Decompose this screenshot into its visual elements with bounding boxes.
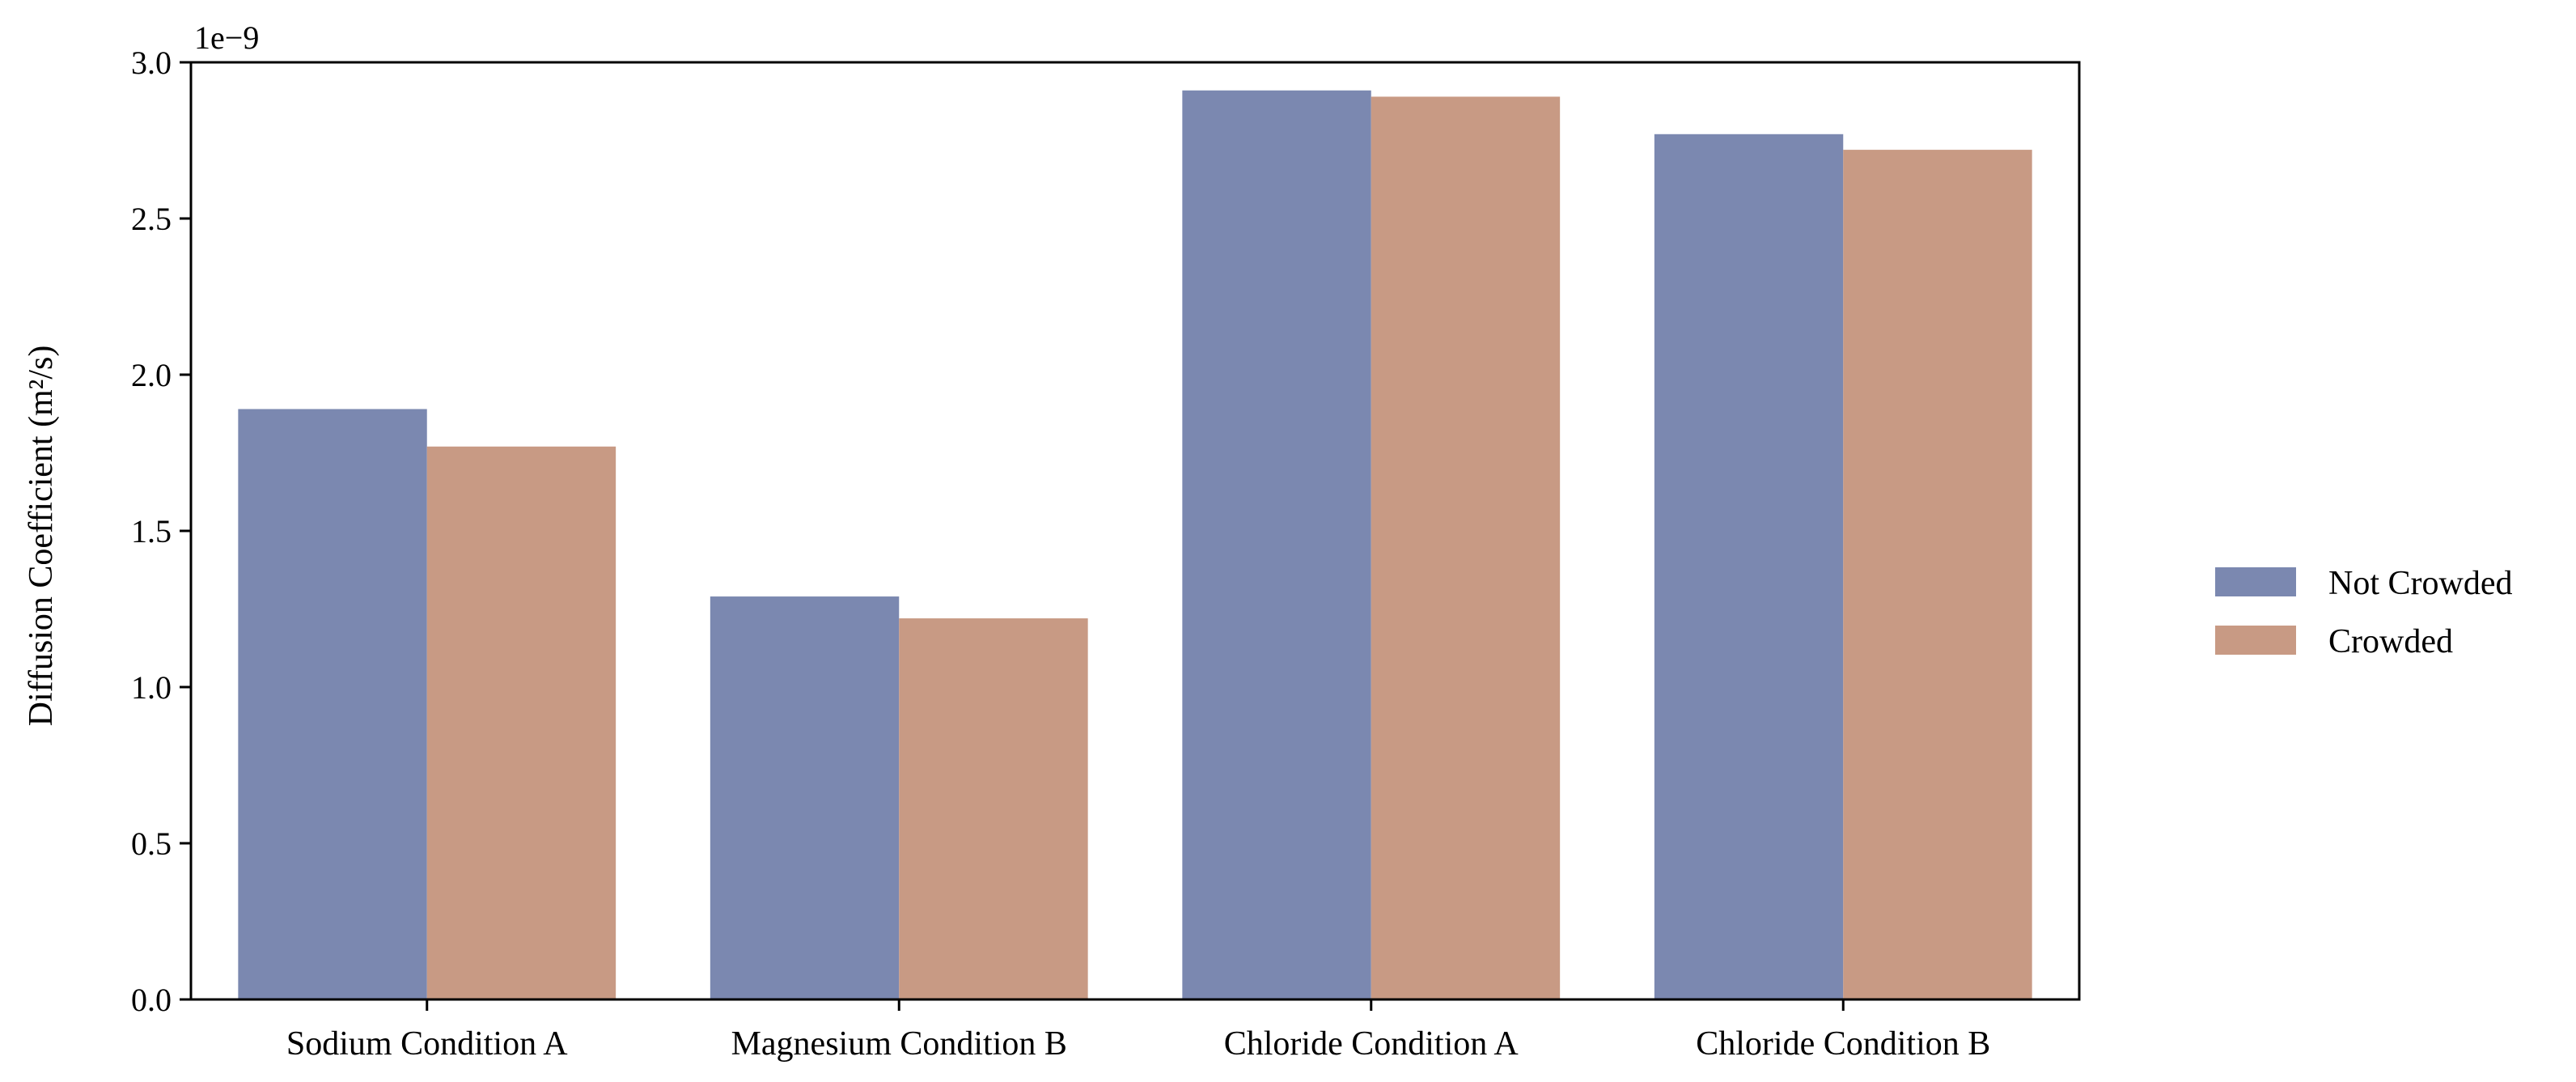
x-axis: Sodium Condition A Magnesium Condition B C… xyxy=(286,999,1990,1063)
y-axis-label: Diffusion Coefficient (m²/s) xyxy=(23,346,60,727)
bar-crowded-2 xyxy=(1371,96,1561,1000)
x-tick-label: Sodium Condition A xyxy=(286,1025,568,1063)
y-tick-label: 3.0 xyxy=(131,45,172,81)
bar-not-crowded-1 xyxy=(710,596,900,999)
legend-swatch-crowded xyxy=(2215,626,2296,655)
bar-crowded-0 xyxy=(426,446,616,999)
legend-swatch-not-crowded xyxy=(2215,567,2296,596)
y-axis-offset-label: 1e−9 xyxy=(194,19,259,56)
x-tick-label: Chloride Condition B xyxy=(1696,1025,1990,1063)
legend: Not Crowded Crowded xyxy=(2215,565,2512,660)
y-tick-label: 0.0 xyxy=(131,982,172,1018)
bar-not-crowded-2 xyxy=(1182,90,1371,1000)
y-tick-label: 1.0 xyxy=(131,669,172,706)
bar-not-crowded-3 xyxy=(1654,134,1844,999)
y-tick-label: 0.5 xyxy=(131,825,172,862)
bars-group xyxy=(238,90,2032,1000)
y-axis: 0.0 0.5 1.0 1.5 2.0 2.5 3.0 xyxy=(131,45,191,1018)
y-tick-label: 2.5 xyxy=(131,201,172,237)
y-tick-label: 2.0 xyxy=(131,357,172,393)
y-tick-label: 1.5 xyxy=(131,513,172,549)
bar-crowded-3 xyxy=(1843,150,2032,1000)
x-tick-label: Chloride Condition A xyxy=(1224,1025,1519,1063)
x-tick-label: Magnesium Condition B xyxy=(731,1025,1067,1063)
bar-crowded-1 xyxy=(899,618,1088,999)
legend-label-not-crowded: Not Crowded xyxy=(2328,565,2512,602)
legend-label-crowded: Crowded xyxy=(2328,623,2453,660)
bar-not-crowded-0 xyxy=(238,409,427,1000)
